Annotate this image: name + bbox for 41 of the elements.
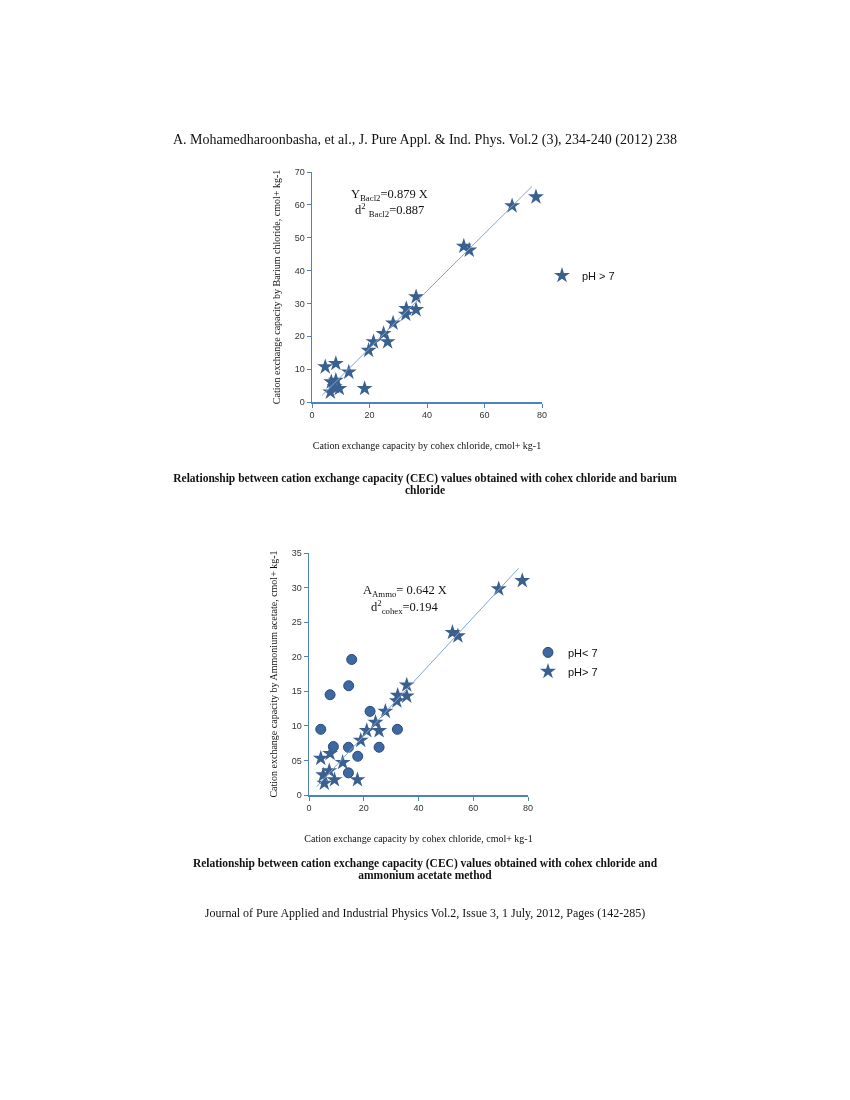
y-tick-label: 0 [296,790,302,801]
x-tick-label: 80 [522,803,534,814]
y-tick-label: 60 [294,200,305,211]
x-tick-label: 80 [536,410,548,421]
text: A. Mohamedharoonbasha, et al., J. Pure Appl. & Ind. Phys. Vol.2 (3), 234-240 (2012) 238 [171,132,679,148]
y-tick-label: 40 [294,265,305,276]
y-tick-label: 10 [294,364,305,375]
y-tick-label: 15 [291,686,302,697]
x-tick-label: 20 [358,803,369,814]
x-axis-title: Cation exchange capacity by cohex chloride, cmol+ kg-1 [304,832,533,844]
y-tick-label: 0 [299,397,305,408]
legend-label: pH > 7 [582,269,615,282]
x-tick-label: 0 [306,803,312,814]
y-tick-label: 70 [294,167,305,178]
y-tick-label: 30 [291,582,302,593]
x-tick-label: 60 [479,410,490,421]
x-axis-title: Cation exchange capacity by cohex chloride, cmol+ kg-1 [312,439,542,451]
y-axis-title: Cation exchange capacity by Ammonium acetate, cmol+ kg-1 [267,550,279,798]
y-tick-label: 20 [294,331,305,342]
x-tick-label: 20 [364,410,375,421]
text: Relationship between cation exchange capacity (CEC) values obtained with cohex chloride and ammonium acetate method [191,857,659,881]
x-tick-label: 0 [309,410,315,421]
y-tick-label: 05 [291,755,302,766]
annotation: A$_{Ammo}$= 0.642 X [363,583,447,599]
legend-label: pH> 7 [568,665,598,678]
y-tick-label: 35 [291,548,302,559]
y-tick-label: 30 [294,298,305,309]
y-axis-title: Cation exchange capacity by Barium chloride, cmol+ kg-1 [270,169,282,405]
y-tick-label: 10 [291,721,302,732]
text: Journal of Pure Applied and Industrial Physics Vol.2, Issue 3, 1 July, 2012, Pages (142-285) [203,906,647,921]
annotation: d$^{2}$$_{cohex}$=0.194 [371,598,439,616]
text: Relationship between cation exchange capacity (CEC) values obtained with cohex chloride and barium chloride [172,472,678,496]
x-tick-label: 40 [413,803,424,814]
y-tick-label: 50 [294,232,305,243]
y-tick-label: 20 [291,651,302,662]
annotation: Y$_{Bacl2}$=0.879 X [351,187,428,203]
y-tick-label: 25 [291,617,302,628]
x-tick-label: 40 [421,410,433,421]
x-tick-label: 60 [468,803,479,814]
legend-label: pH< 7 [568,646,598,659]
annotation: d$^{2}$ $_{Bacl2}$=0.887 [355,201,425,219]
